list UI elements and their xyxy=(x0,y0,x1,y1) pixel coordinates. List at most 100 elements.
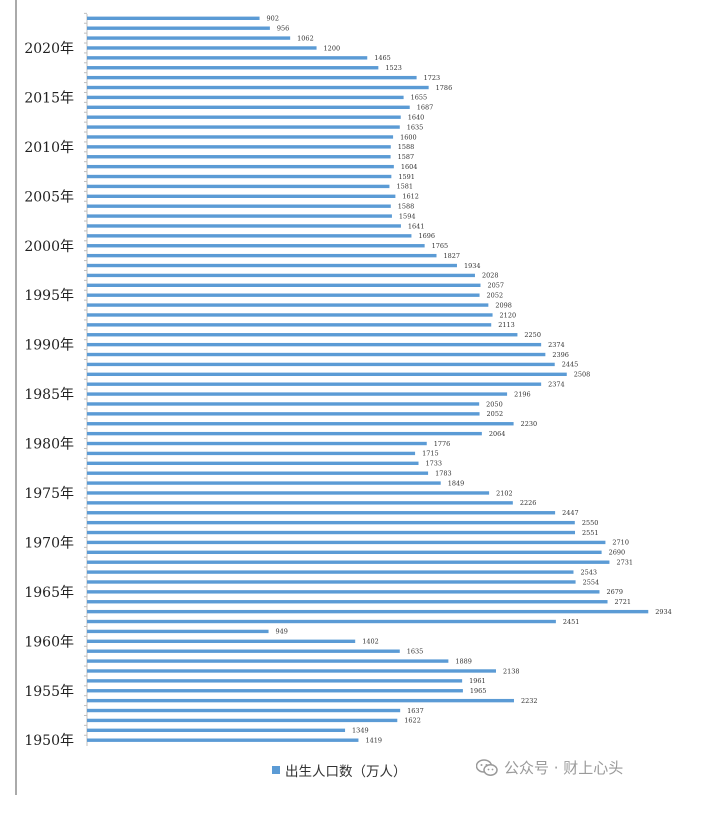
bar-2023 xyxy=(87,16,260,20)
bar-2010 xyxy=(87,145,391,149)
data-label-1989: 2396 xyxy=(552,351,569,359)
data-label-1993: 2120 xyxy=(500,311,517,319)
data-label-2015: 1655 xyxy=(411,94,428,102)
bar-1956 xyxy=(87,679,463,683)
bar-1979 xyxy=(87,451,416,456)
data-label-1985: 2196 xyxy=(514,390,531,398)
y-tick-label-1950: 1950年 xyxy=(24,733,74,749)
data-label-2000: 1765 xyxy=(432,242,449,250)
legend-label: 出生人口数（万人） xyxy=(285,764,407,780)
bar-1959 xyxy=(87,649,400,653)
bar-2000 xyxy=(87,244,425,248)
bar-1976 xyxy=(87,481,441,485)
data-label-2003: 1594 xyxy=(399,212,416,220)
y-tick-label-2015: 2015年 xyxy=(24,90,74,106)
data-label-1963: 2934 xyxy=(655,608,672,616)
legend-swatch xyxy=(272,766,280,774)
bar-1974 xyxy=(87,501,513,505)
data-label-1983: 2052 xyxy=(487,410,504,418)
data-label-1981: 2064 xyxy=(489,430,506,438)
bar-2003 xyxy=(87,214,392,218)
y-tick-labels-group: 1950年 1955年 1960年 1965年 1970年 1975年 1980年 1985年… xyxy=(24,41,74,749)
data-label-1980: 1776 xyxy=(434,440,451,448)
bar-1981 xyxy=(87,431,482,436)
bar-1991 xyxy=(87,333,518,337)
bar-2018 xyxy=(87,66,379,70)
y-tick-label-2005: 2005年 xyxy=(24,189,74,205)
data-label-1974: 2226 xyxy=(520,499,537,507)
data-label-2002: 1641 xyxy=(408,222,425,230)
bar-1957 xyxy=(87,669,496,673)
data-label-2004: 1588 xyxy=(398,202,415,210)
y-tick-label-1985: 1985年 xyxy=(24,387,74,403)
data-label-2020: 1200 xyxy=(324,44,341,52)
y-tick-label-1995: 1995年 xyxy=(24,288,74,304)
data-label-1994: 2098 xyxy=(495,301,512,309)
data-label-1960: 1402 xyxy=(362,638,379,646)
bar-1980 xyxy=(87,441,427,446)
data-labels-group: 1419 1349 1622 1637 2232 1965 1961 2138 1889 1635… xyxy=(267,15,672,745)
data-label-2018: 1523 xyxy=(385,64,402,72)
bar-1992 xyxy=(87,323,492,327)
data-label-2007: 1591 xyxy=(398,173,415,181)
bar-1984 xyxy=(87,402,480,406)
bar-2001 xyxy=(87,234,412,238)
bar-1987 xyxy=(87,372,567,377)
bar-2015 xyxy=(87,95,404,100)
data-label-2014: 1687 xyxy=(417,104,434,112)
bar-1962 xyxy=(87,619,556,624)
bar-1950 xyxy=(87,738,359,742)
bar-1993 xyxy=(87,313,493,317)
bar-1966 xyxy=(87,580,576,584)
data-label-1953: 1637 xyxy=(407,707,424,715)
data-label-1997: 2028 xyxy=(482,272,499,280)
data-label-2012: 1635 xyxy=(407,123,424,131)
bar-1951 xyxy=(87,728,346,733)
bar-1978 xyxy=(87,461,419,466)
bar-1954 xyxy=(87,698,514,703)
data-label-1955: 1965 xyxy=(470,687,487,695)
bar-1960 xyxy=(87,639,356,644)
data-label-1982: 2230 xyxy=(521,420,538,428)
bar-2011 xyxy=(87,135,394,139)
bar-2006 xyxy=(87,184,390,189)
bar-1968 xyxy=(87,560,610,564)
data-label-1964: 2721 xyxy=(615,598,632,606)
data-label-1973: 2447 xyxy=(562,509,579,517)
bar-2004 xyxy=(87,204,391,208)
y-tick-label-2020: 2020年 xyxy=(24,41,74,57)
bar-1990 xyxy=(87,342,542,347)
data-label-1988: 2445 xyxy=(562,361,579,369)
bar-1997 xyxy=(87,273,475,278)
bar-1998 xyxy=(87,263,457,268)
data-label-1991: 2250 xyxy=(524,331,541,339)
y-tick-label-2000: 2000年 xyxy=(24,239,74,255)
y-tick-label-1990: 1990年 xyxy=(24,338,74,354)
data-label-1979: 1715 xyxy=(422,450,439,458)
data-label-1956: 1961 xyxy=(469,677,486,685)
data-label-2010: 1588 xyxy=(398,143,415,151)
bar-1975 xyxy=(87,491,490,495)
y-tick-label-1975: 1975年 xyxy=(24,486,74,502)
bar-1988 xyxy=(87,362,555,367)
y-tick-label-1965: 1965年 xyxy=(24,585,74,601)
data-label-1996: 2057 xyxy=(488,282,505,290)
y-tick-label-1970: 1970年 xyxy=(24,535,74,551)
y-tick-label-1980: 1980年 xyxy=(24,437,74,453)
data-label-2019: 1465 xyxy=(374,54,391,62)
data-label-1950: 1419 xyxy=(365,737,382,745)
bar-1996 xyxy=(87,283,481,287)
data-label-1990: 2374 xyxy=(548,341,565,349)
legend: 出生人口数（万人） xyxy=(272,760,407,780)
bar-2017 xyxy=(87,75,417,80)
bar-1982 xyxy=(87,422,514,426)
data-label-1976: 1849 xyxy=(448,479,465,487)
bar-1971 xyxy=(87,530,576,535)
data-label-2006: 1581 xyxy=(396,183,413,191)
data-label-1957: 2138 xyxy=(503,667,520,675)
data-label-1969: 2690 xyxy=(609,549,626,557)
bar-2020 xyxy=(87,46,317,50)
data-label-1961: 949 xyxy=(276,628,288,636)
data-label-1958: 1889 xyxy=(455,657,472,665)
